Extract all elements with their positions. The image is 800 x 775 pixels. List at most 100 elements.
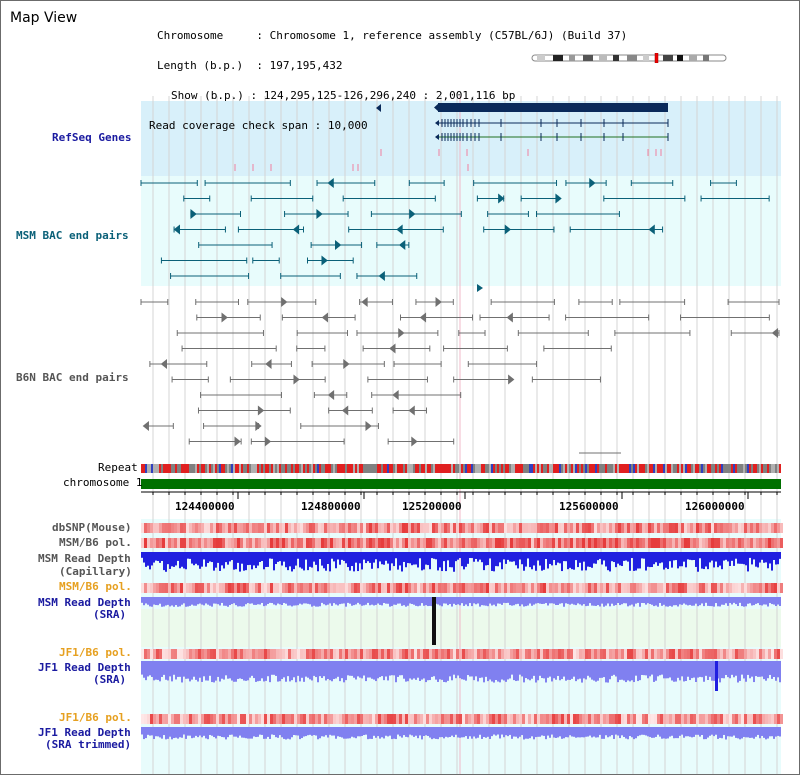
bac-end-arrow bbox=[292, 224, 300, 235]
heat-cell bbox=[726, 714, 729, 724]
heat-cell bbox=[732, 714, 735, 724]
heat-cell bbox=[414, 649, 417, 659]
heat-cell bbox=[765, 649, 768, 659]
repeat-element bbox=[433, 464, 435, 473]
heat-cell bbox=[345, 649, 348, 659]
heat-cell bbox=[639, 649, 642, 659]
heat-cell bbox=[216, 523, 219, 533]
depth-bar bbox=[669, 597, 671, 606]
depth-bar bbox=[369, 661, 371, 678]
depth-bar bbox=[259, 597, 261, 605]
axis-tick-label: 126000000 bbox=[685, 500, 745, 513]
depth-bar bbox=[211, 727, 213, 736]
depth-bar bbox=[293, 661, 295, 678]
heat-cell bbox=[447, 523, 450, 533]
depth-bar bbox=[317, 727, 319, 740]
heat-cell bbox=[720, 538, 723, 548]
heat-cell bbox=[510, 523, 513, 533]
depth-bar bbox=[185, 727, 187, 739]
heat-cell bbox=[348, 714, 351, 724]
depth-bar bbox=[365, 552, 367, 564]
repeat-element bbox=[413, 464, 415, 473]
heat-cell bbox=[768, 649, 771, 659]
depth-bar bbox=[473, 552, 475, 562]
depth-bar bbox=[677, 597, 679, 607]
depth-bar bbox=[741, 727, 743, 739]
depth-bar bbox=[705, 597, 707, 603]
depth-bar bbox=[439, 661, 441, 680]
depth-bar bbox=[519, 597, 521, 607]
heat-cell bbox=[294, 583, 297, 593]
depth-bar bbox=[763, 727, 765, 738]
depth-bar bbox=[447, 661, 449, 681]
heat-cell bbox=[753, 523, 756, 533]
depth-bar bbox=[343, 552, 345, 561]
depth-bar bbox=[171, 597, 173, 606]
heat-cell bbox=[495, 649, 498, 659]
depth-bar bbox=[455, 597, 457, 605]
depth-bar bbox=[321, 727, 323, 737]
depth-bar bbox=[681, 552, 683, 567]
repeat-element bbox=[435, 464, 437, 473]
heat-cell bbox=[732, 649, 735, 659]
repeat-element bbox=[149, 464, 151, 473]
depth-bar bbox=[541, 727, 543, 736]
depth-bar bbox=[261, 727, 263, 735]
repeat-element bbox=[407, 464, 409, 473]
depth-bar bbox=[209, 552, 211, 562]
depth-bar bbox=[267, 727, 269, 737]
heat-cell bbox=[735, 583, 738, 593]
depth-bar bbox=[305, 552, 307, 560]
depth-bar bbox=[507, 727, 509, 737]
repeat-element bbox=[525, 464, 527, 473]
gene-block bbox=[438, 103, 668, 112]
repeat-element bbox=[499, 464, 501, 473]
depth-bar bbox=[409, 552, 411, 564]
heat-cell bbox=[561, 538, 564, 548]
depth-bar bbox=[519, 552, 521, 560]
depth-bar bbox=[333, 727, 335, 736]
heat-cell bbox=[606, 649, 609, 659]
heat-cell bbox=[468, 583, 471, 593]
repeat-element bbox=[363, 464, 365, 473]
depth-bar bbox=[205, 597, 207, 604]
heat-cell bbox=[462, 714, 465, 724]
depth-bar bbox=[491, 552, 493, 571]
depth-bar bbox=[687, 727, 689, 737]
depth-bar bbox=[401, 597, 403, 606]
depth-bar bbox=[183, 597, 185, 604]
heat-cell bbox=[636, 649, 639, 659]
depth-bar bbox=[249, 552, 251, 565]
depth-bar bbox=[145, 597, 147, 604]
heat-cell bbox=[621, 649, 624, 659]
depth-bar bbox=[417, 661, 419, 678]
depth-bar bbox=[407, 661, 409, 682]
heat-cell bbox=[702, 714, 705, 724]
depth-bar bbox=[307, 727, 309, 736]
depth-bar bbox=[583, 727, 585, 738]
depth-bar bbox=[445, 727, 447, 737]
heat-cell bbox=[597, 649, 600, 659]
depth-bar bbox=[769, 727, 771, 737]
heat-cell bbox=[390, 649, 393, 659]
heat-cell bbox=[294, 649, 297, 659]
heat-cell bbox=[390, 714, 393, 724]
heat-cell bbox=[384, 523, 387, 533]
depth-bar bbox=[537, 597, 539, 604]
depth-bar bbox=[243, 727, 245, 738]
depth-bar bbox=[765, 661, 767, 681]
depth-bar bbox=[677, 552, 679, 569]
repeat-element bbox=[439, 464, 441, 473]
repeat-element bbox=[357, 464, 359, 473]
heat-cell bbox=[666, 538, 669, 548]
depth-spike bbox=[432, 597, 436, 645]
repeat-element bbox=[451, 464, 453, 473]
chromosome-ideogram[interactable] bbox=[531, 53, 727, 63]
depth-bar bbox=[679, 661, 681, 681]
depth-bar bbox=[533, 727, 535, 740]
depth-bar bbox=[611, 727, 613, 736]
depth-bar bbox=[409, 661, 411, 679]
depth-bar bbox=[689, 727, 691, 737]
repeat-element bbox=[441, 464, 443, 473]
